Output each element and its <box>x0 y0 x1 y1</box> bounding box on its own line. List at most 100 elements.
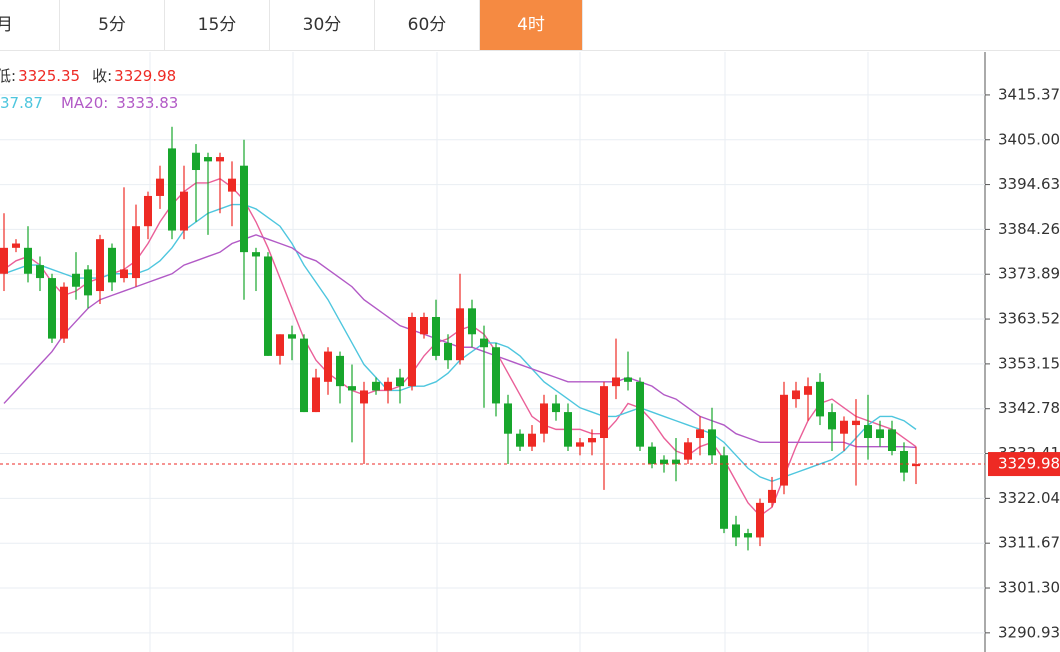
candle-body <box>324 351 332 382</box>
candle-body <box>624 377 632 382</box>
candle-body <box>360 390 368 404</box>
candle-body <box>576 442 584 447</box>
candle-body <box>600 386 608 439</box>
candle-body <box>24 247 32 274</box>
candle-body <box>84 269 92 296</box>
candle-body <box>96 239 104 292</box>
candle-body <box>384 381 392 391</box>
candle-body <box>180 191 188 231</box>
candle-body <box>480 338 488 348</box>
legend-text: 收: <box>92 67 112 85</box>
candle-body <box>912 464 920 467</box>
candle-body <box>192 152 200 171</box>
y-tick-label: 3363.52 <box>998 310 1060 328</box>
candle-body <box>672 459 680 464</box>
y-tick-label: 3353.15 <box>998 354 1060 372</box>
candle-body <box>504 403 512 434</box>
timeframe-tab[interactable]: 30分 <box>270 0 375 50</box>
candle-body <box>732 524 740 538</box>
candle-body <box>144 195 152 227</box>
tab-bar: 月 5分 15分 30分 60分 4时 <box>0 0 1060 51</box>
candle-body <box>216 157 224 162</box>
candle-body <box>804 386 812 395</box>
legend-text: 37.87 <box>0 94 43 112</box>
candle-body <box>516 433 524 447</box>
candle-body <box>768 489 776 503</box>
candle-body <box>660 459 668 464</box>
y-tick-label: 3415.37 <box>998 85 1060 103</box>
timeframe-tab[interactable]: 60分 <box>375 0 480 50</box>
candle-body <box>876 429 884 439</box>
y-tick-label: 3322.04 <box>998 489 1060 507</box>
candle-body <box>636 381 644 447</box>
candle-body <box>336 355 344 387</box>
candle-body <box>120 269 128 279</box>
candle-body <box>840 420 848 434</box>
candle-body <box>552 403 560 413</box>
vertical-grid <box>149 52 869 652</box>
candle-body <box>420 316 428 335</box>
legend-text: 3325.35 <box>18 67 80 85</box>
candle-body <box>204 157 212 162</box>
candle-body <box>900 450 908 473</box>
candle-body <box>240 165 248 253</box>
candle-body <box>756 502 764 538</box>
candle-body <box>456 308 464 361</box>
candle-body <box>408 316 416 387</box>
candle-body <box>108 247 116 283</box>
candle-body <box>72 273 80 287</box>
candle-body <box>48 278 56 339</box>
candle-body <box>264 256 272 356</box>
candle-body <box>276 334 284 356</box>
candle-body <box>288 334 296 339</box>
y-tick-label: 3405.00 <box>998 130 1060 148</box>
timeframe-tab[interactable]: 15分 <box>165 0 270 50</box>
candle-body <box>252 252 260 257</box>
timeframe-tab[interactable]: 月 <box>0 0 60 50</box>
candle-body <box>696 429 704 439</box>
y-tick-label: 3290.93 <box>998 623 1060 641</box>
candle-body <box>528 433 536 447</box>
candle-body <box>864 425 872 439</box>
candle-body <box>888 429 896 451</box>
y-tick-label: 3311.67 <box>998 534 1060 552</box>
candle-body <box>0 247 8 274</box>
candle-body <box>12 243 20 248</box>
legend-text: MA20: <box>61 94 108 112</box>
candle-body <box>720 455 728 529</box>
candle-body <box>156 178 164 196</box>
candle-body <box>432 316 440 356</box>
candle-body <box>492 347 500 404</box>
candle-body <box>132 226 140 279</box>
candle-body <box>744 533 752 538</box>
candle-body <box>60 286 68 339</box>
y-tick-label: 3373.89 <box>998 265 1060 283</box>
legend-text: 低: <box>0 67 16 85</box>
candle-body <box>372 381 380 391</box>
candle-body <box>348 386 356 391</box>
candle-body <box>564 412 572 447</box>
candle-body <box>792 390 800 400</box>
candle-body <box>648 446 656 464</box>
candle-body <box>828 412 836 430</box>
timeframe-tab[interactable]: 4时 <box>480 0 583 50</box>
candle-body <box>36 265 44 279</box>
candle-body <box>684 442 692 460</box>
legend-text: 3329.98 <box>114 67 176 85</box>
candle-body <box>168 148 176 231</box>
y-tick-label: 3301.30 <box>998 579 1060 597</box>
candle-body <box>816 381 824 417</box>
candle-body <box>540 403 548 434</box>
timeframe-tab[interactable]: 5分 <box>60 0 165 50</box>
candle-body <box>588 438 596 443</box>
candle-body <box>444 342 452 361</box>
candle-body <box>396 377 404 387</box>
y-tick-label: 3384.26 <box>998 220 1060 238</box>
legend-text: 3333.83 <box>116 94 178 112</box>
candle-body <box>468 308 476 335</box>
y-tick-label: 3342.78 <box>998 399 1060 417</box>
candle-body <box>780 394 788 486</box>
legend-row: 低: 3325.35 收: 3329.98 <box>0 67 176 85</box>
